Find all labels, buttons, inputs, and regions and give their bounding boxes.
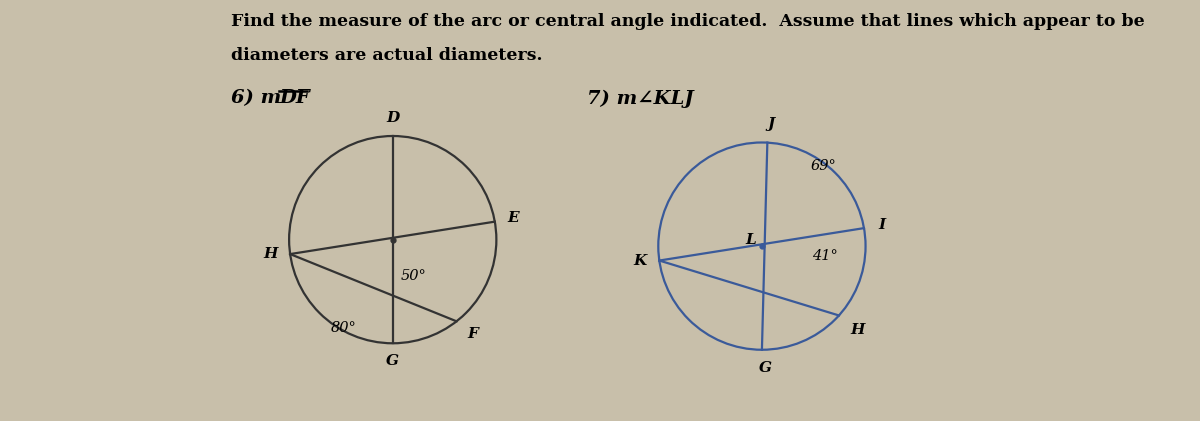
Text: diameters are actual diameters.: diameters are actual diameters.	[230, 47, 542, 64]
Text: G: G	[386, 354, 400, 368]
Text: DF: DF	[280, 89, 310, 107]
Text: 6) m: 6) m	[230, 89, 281, 107]
Text: H: H	[850, 323, 864, 337]
Text: I: I	[878, 218, 886, 232]
Text: H: H	[264, 247, 278, 261]
Text: 7) m∠KLJ: 7) m∠KLJ	[587, 89, 694, 108]
Text: 50°: 50°	[401, 269, 426, 283]
Text: L: L	[745, 233, 756, 247]
Text: Find the measure of the arc or central angle indicated.  Assume that lines which: Find the measure of the arc or central a…	[230, 13, 1145, 30]
Text: K: K	[634, 253, 647, 268]
Text: J: J	[767, 117, 774, 131]
Text: E: E	[508, 211, 518, 225]
Text: F: F	[467, 327, 478, 341]
Text: 80°: 80°	[331, 321, 358, 335]
Text: D: D	[386, 111, 400, 125]
Text: G: G	[758, 361, 772, 375]
Text: 41°: 41°	[812, 249, 839, 264]
Text: 69°: 69°	[810, 159, 836, 173]
